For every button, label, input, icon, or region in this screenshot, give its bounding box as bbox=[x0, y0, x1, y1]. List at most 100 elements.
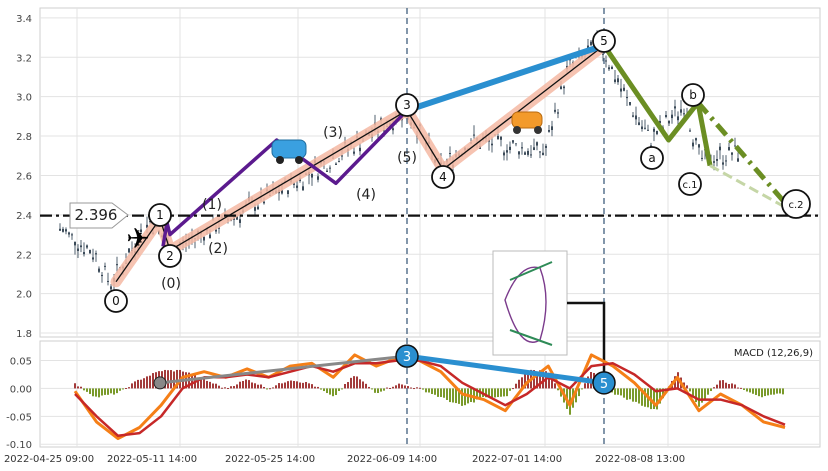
macd-histogram-bar bbox=[191, 374, 193, 389]
wave-label: c.2 bbox=[788, 200, 803, 211]
macd-histogram-bar bbox=[440, 388, 442, 397]
macd-histogram-bar bbox=[227, 388, 229, 390]
macd-marker-circle bbox=[592, 371, 616, 395]
macd-histogram-bar bbox=[512, 388, 514, 390]
candle-body bbox=[335, 163, 337, 165]
correction-wave-line bbox=[601, 43, 713, 167]
candle-body bbox=[518, 151, 520, 155]
scooter-wheel-icon bbox=[513, 126, 521, 134]
macd-tick-label: -0.10 bbox=[6, 440, 32, 451]
macd-marker-label: 5 bbox=[600, 377, 608, 392]
macd-histogram-bar bbox=[350, 377, 352, 389]
candle-body bbox=[128, 248, 130, 253]
candle-body bbox=[689, 130, 691, 132]
candle-body bbox=[683, 113, 685, 115]
candle-body bbox=[257, 206, 259, 210]
candle-body bbox=[725, 160, 727, 162]
macd-histogram-bar bbox=[506, 388, 508, 397]
candle-body bbox=[614, 79, 616, 82]
macd-histogram-bar bbox=[488, 388, 490, 397]
macd-histogram-bar bbox=[278, 383, 280, 389]
inset-diagram-stroke bbox=[509, 261, 553, 346]
macd-histogram-bar bbox=[353, 376, 355, 389]
macd-histogram-bar bbox=[494, 388, 496, 398]
macd-histogram-bar bbox=[620, 388, 622, 396]
candle-body bbox=[515, 143, 517, 145]
wave-label-circle bbox=[158, 244, 182, 268]
macd-histogram-bar bbox=[686, 385, 688, 389]
candle-body bbox=[713, 161, 715, 163]
macd-tick-label: 0.05 bbox=[10, 357, 32, 368]
candle-body bbox=[296, 185, 298, 188]
macd-histogram-bar bbox=[767, 388, 769, 396]
price-callout-box bbox=[69, 202, 129, 229]
candle-body bbox=[668, 120, 670, 124]
candle-body bbox=[86, 245, 88, 248]
candle-body bbox=[569, 59, 571, 61]
macd-histogram-bar bbox=[413, 388, 415, 390]
candle-body bbox=[392, 128, 394, 131]
scooter-wheel-icon bbox=[534, 126, 542, 134]
candle-body bbox=[383, 130, 385, 132]
icons: ✈ bbox=[69, 111, 606, 376]
macd-histogram-bar bbox=[692, 388, 694, 397]
wave-labels: 0 1 2 3 4 5 a b c.1 c.2 (0) (1) (2) (3) (4) (5) bbox=[104, 29, 811, 313]
candle-body bbox=[521, 147, 523, 149]
wave-label: 5 bbox=[600, 34, 608, 48]
macd-histogram-bar bbox=[779, 388, 781, 394]
macd-histogram-bar bbox=[485, 388, 487, 398]
macd-histogram-bar bbox=[659, 388, 661, 404]
macd-histogram-bar bbox=[416, 387, 418, 389]
trend-line bbox=[406, 42, 605, 114]
macd-histogram-bar bbox=[314, 386, 316, 389]
wave-label: b bbox=[689, 88, 697, 102]
macd-histogram-bar bbox=[257, 384, 259, 389]
candle-body bbox=[608, 67, 610, 70]
price-tick-label: 2.2 bbox=[16, 250, 32, 261]
x-tick-label: 2022-05-25 14:00 bbox=[225, 454, 315, 465]
macd-histogram-bar bbox=[128, 387, 130, 389]
candle-body bbox=[77, 248, 79, 251]
correction-projection-alt bbox=[709, 164, 793, 213]
candle-body bbox=[530, 154, 532, 156]
macd-histogram-bar bbox=[764, 388, 766, 397]
macd-histogram-bar bbox=[251, 382, 253, 389]
price-grid: 1.8 2.0 2.2 2.4 2.6 2.8 3.0 3.2 3.4 bbox=[16, 7, 821, 340]
macd-histogram-bar bbox=[395, 385, 397, 389]
wave-label-intermediate: (1) bbox=[202, 197, 222, 213]
candle-body bbox=[695, 138, 697, 141]
macd-histogram-bar bbox=[554, 383, 556, 389]
candle-body bbox=[539, 151, 541, 153]
macd-histogram-bar bbox=[734, 384, 736, 389]
macd-histogram-bar bbox=[272, 387, 274, 389]
macd-lines: 35 bbox=[73, 344, 786, 441]
wave-label: 1 bbox=[156, 208, 164, 222]
macd-histogram-bar bbox=[698, 388, 700, 407]
macd-histogram-bar bbox=[614, 388, 616, 395]
macd-histogram-bar bbox=[245, 379, 247, 389]
candle-body bbox=[101, 274, 103, 277]
macd-histogram-bar bbox=[497, 388, 499, 398]
car-wheel-icon bbox=[295, 156, 303, 164]
price-tick-label: 3.2 bbox=[16, 53, 32, 64]
macd-histogram-bar bbox=[89, 388, 91, 394]
candle-body bbox=[104, 265, 106, 267]
macd-histogram-bar bbox=[212, 383, 214, 389]
candle-body bbox=[107, 280, 109, 282]
macd-histogram-bar bbox=[626, 388, 628, 400]
macd-histogram-bar bbox=[443, 388, 445, 398]
macd-histogram-bar bbox=[731, 383, 733, 389]
macd-histogram-bar bbox=[770, 388, 772, 395]
macd-histogram-bar bbox=[737, 387, 739, 389]
macd-histogram-bar bbox=[125, 388, 127, 390]
x-tick-label: 2022-08-08 13:00 bbox=[595, 454, 685, 465]
price-tick-label: 3.4 bbox=[16, 14, 32, 25]
candle-body bbox=[524, 152, 526, 155]
candle-body bbox=[527, 150, 529, 155]
macd-histogram-bar bbox=[320, 388, 322, 390]
macd-histogram-bar bbox=[434, 388, 436, 395]
macd-histogram-bar bbox=[743, 388, 745, 390]
macd-histogram-bar bbox=[77, 386, 79, 389]
macd-histogram-bar bbox=[143, 378, 145, 389]
macd-histogram-bar bbox=[713, 387, 715, 389]
